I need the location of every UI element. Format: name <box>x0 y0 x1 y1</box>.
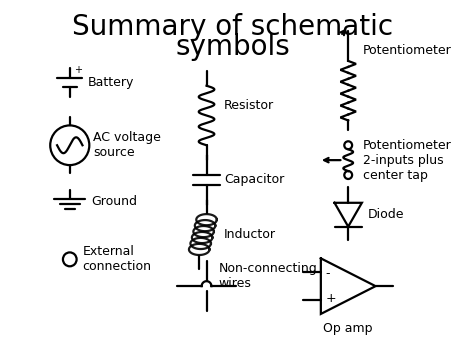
Text: Ground: Ground <box>91 195 137 208</box>
Text: -: - <box>326 267 330 280</box>
Text: Op amp: Op amp <box>323 322 373 335</box>
Text: Resistor: Resistor <box>224 99 274 112</box>
Text: Summary of schematic: Summary of schematic <box>73 13 393 41</box>
Text: symbols: symbols <box>175 33 290 61</box>
Text: Capacitor: Capacitor <box>224 174 284 186</box>
Text: +: + <box>326 292 337 305</box>
Text: Inductor: Inductor <box>224 228 276 241</box>
Text: External
connection: External connection <box>82 245 152 273</box>
Text: AC voltage
source: AC voltage source <box>93 131 161 159</box>
Text: Battery: Battery <box>87 76 134 89</box>
Text: Non-connecting
wires: Non-connecting wires <box>218 262 317 290</box>
Text: Potentiometer: Potentiometer <box>363 44 452 58</box>
Text: +: + <box>73 65 82 75</box>
Text: Diode: Diode <box>368 208 404 221</box>
Text: Potentiometer
2-inputs plus
center tap: Potentiometer 2-inputs plus center tap <box>363 139 452 182</box>
